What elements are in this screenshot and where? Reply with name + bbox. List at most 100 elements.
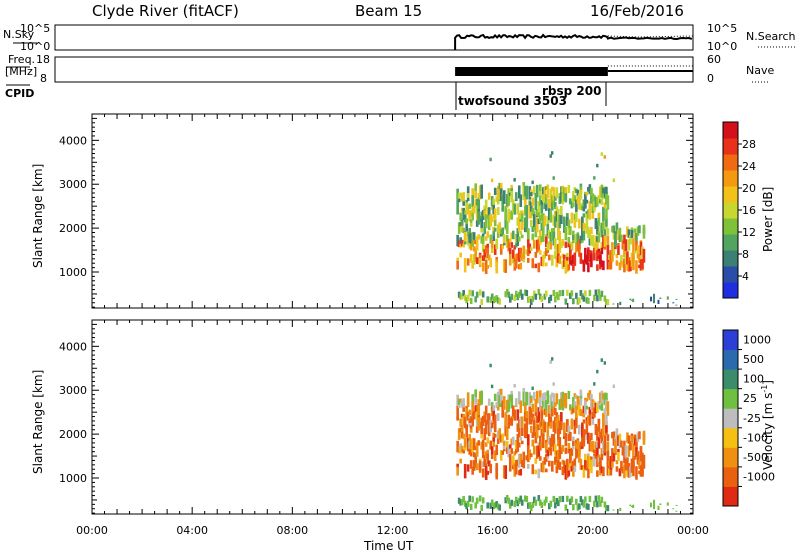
power-echo <box>501 195 505 210</box>
velocity-echo <box>525 495 529 503</box>
velocity-echo <box>575 498 578 505</box>
power-echo <box>615 254 619 259</box>
velocity-echo <box>582 419 586 424</box>
velocity-echo <box>623 449 626 464</box>
velocity-echo <box>480 424 483 435</box>
velocity-echo <box>621 446 625 456</box>
power-echo <box>632 250 635 263</box>
velocity-echo <box>495 402 499 409</box>
velocity-echo <box>573 401 577 408</box>
velocity-echo <box>593 402 596 408</box>
power-echo <box>532 214 536 228</box>
power-echo <box>483 249 487 261</box>
power-echo <box>486 214 490 219</box>
velocity-echo <box>594 402 598 414</box>
power-echo <box>552 176 555 180</box>
velocity-echo <box>474 502 477 509</box>
velocity-echo <box>555 417 559 428</box>
power-echo <box>596 163 599 168</box>
power-echo <box>490 240 494 249</box>
power-echo <box>582 295 586 302</box>
velocity-echo <box>600 466 604 474</box>
power-echo <box>486 264 490 269</box>
velocity-echo <box>563 393 566 407</box>
velocity-echo <box>551 460 554 472</box>
velocity-echo <box>538 456 542 461</box>
velocity-echo <box>493 425 497 433</box>
power-echo <box>560 192 563 203</box>
velocity-echo <box>612 438 616 446</box>
power-echo <box>554 201 557 210</box>
velocity-echo <box>545 400 548 411</box>
power-echo <box>567 184 571 193</box>
velocity-echo <box>538 399 542 412</box>
velocity-echo <box>543 408 547 416</box>
velocity-echo <box>630 458 634 473</box>
power-echo <box>460 207 464 212</box>
y-tick-label: 4000 <box>59 134 87 147</box>
velocity-echo <box>608 460 611 466</box>
colorbar-segment <box>723 266 738 283</box>
power-echo <box>548 229 551 239</box>
velocity-echo <box>582 406 586 413</box>
power-echo <box>581 293 584 300</box>
velocity-echo <box>626 457 629 471</box>
velocity-echo <box>514 463 518 475</box>
power-echo <box>499 232 503 237</box>
velocity-echo <box>541 400 545 408</box>
power-echo <box>557 243 560 254</box>
velocity-echo <box>466 437 470 445</box>
velocity-echo <box>493 433 497 438</box>
power-echo <box>602 260 605 271</box>
power-echo <box>600 290 604 297</box>
power-echo <box>507 208 511 223</box>
velocity-echo <box>541 393 545 401</box>
velocity-echo <box>584 399 587 415</box>
power-echo <box>639 241 643 256</box>
velocity-echo <box>508 394 512 399</box>
velocity-echo <box>552 382 555 386</box>
velocity-echo <box>578 399 581 410</box>
x-axis-label: Time UT <box>363 539 414 553</box>
power-echo <box>489 234 493 244</box>
velocity-echo <box>603 394 607 404</box>
power-echo <box>535 217 539 233</box>
velocity-echo <box>573 465 577 472</box>
power-echo <box>612 225 616 234</box>
velocity-echo <box>541 460 545 473</box>
velocity-echo <box>572 460 575 470</box>
power-echo <box>493 296 497 303</box>
power-echo <box>552 187 556 201</box>
velocity-echo <box>496 413 500 421</box>
power-echo <box>526 257 530 263</box>
velocity-echo <box>483 416 487 423</box>
power-echo <box>642 224 646 239</box>
velocity-echo <box>639 465 643 477</box>
velocity-echo <box>560 447 563 455</box>
y-tick-label: 2000 <box>59 222 87 235</box>
velocity-echo <box>588 390 592 401</box>
power-echo <box>545 236 548 248</box>
velocity-echo <box>569 404 572 411</box>
power-echo <box>578 193 581 204</box>
power-echo <box>495 295 499 302</box>
velocity-echo <box>603 451 607 456</box>
power-colorbar-tick-label: 12 <box>742 226 756 239</box>
power-echo <box>612 232 616 240</box>
power-echo <box>513 245 517 250</box>
power-echo <box>619 301 622 306</box>
velocity-echo <box>529 398 533 403</box>
power-echo <box>520 234 524 239</box>
power-echo <box>569 257 572 265</box>
power-echo <box>597 195 601 203</box>
velocity-echo <box>543 421 547 433</box>
power-echo <box>543 293 547 300</box>
power-echo <box>641 259 644 270</box>
power-echo <box>590 253 593 268</box>
power-echo <box>511 199 515 211</box>
velocity-echo <box>483 428 487 441</box>
velocity-echo <box>617 435 620 447</box>
velocity-echo <box>499 434 503 441</box>
power-echo <box>484 199 488 209</box>
power-echo <box>543 215 547 227</box>
